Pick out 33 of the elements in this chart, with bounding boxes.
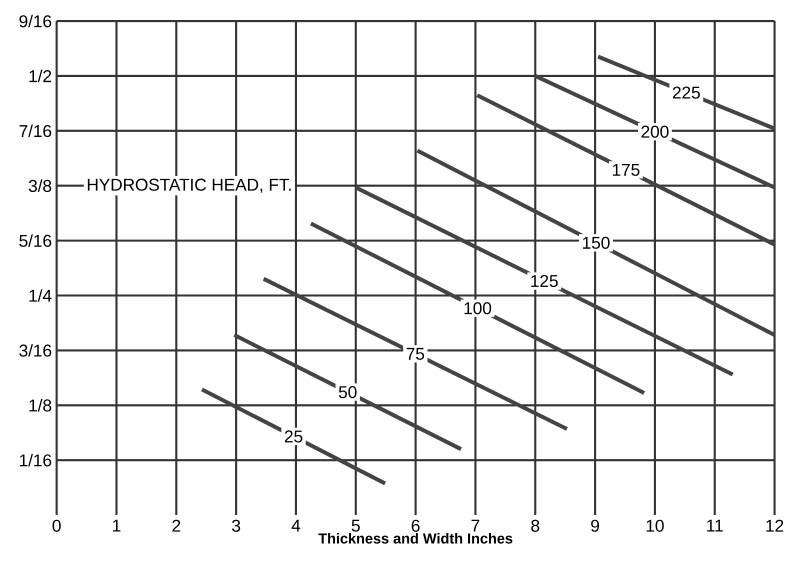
y-tick-label: 1/8	[29, 398, 52, 412]
series-label: 125	[531, 274, 558, 287]
y-tick-label: 1/2	[29, 69, 52, 82]
x-tick-label: 6	[412, 520, 420, 532]
y-tick-label: 3/8	[28, 179, 52, 192]
x-axis-title: Thickness and Width Inches	[318, 532, 512, 544]
x-tick-label: 9	[591, 520, 600, 532]
x-tick-label: 7	[472, 520, 480, 532]
x-tick-label: 2	[172, 520, 180, 532]
annotation: HYDROSTATIC HEAD, FT.	[88, 178, 291, 193]
x-tick-label: 8	[531, 520, 540, 532]
x-tick-label: 11	[707, 520, 723, 532]
series-label: 225	[672, 86, 700, 99]
series-label: 200	[641, 125, 669, 138]
y-tick-label: 1/4	[29, 289, 52, 302]
y-tick-label: 9/16	[19, 14, 52, 28]
x-tick-label: 1	[113, 520, 120, 532]
x-tick-label: 3	[232, 520, 240, 532]
y-tick-label: 5/16	[19, 234, 52, 247]
series-label: 100	[464, 302, 492, 314]
y-tick-label: 1/16	[20, 454, 52, 466]
y-tick-label: 3/16	[19, 344, 52, 356]
x-tick-label: 12	[766, 520, 784, 532]
x-tick-label: 10	[646, 520, 664, 532]
x-tick-label: 4	[292, 520, 300, 532]
series-label: 75	[406, 348, 424, 360]
x-tick-label: 5	[352, 520, 360, 532]
series-label: 50	[338, 386, 357, 398]
series-label: 175	[612, 164, 640, 176]
y-tick-label: 7/16	[20, 124, 52, 137]
series-label: 150	[582, 236, 610, 249]
series-label: 25	[284, 430, 302, 442]
x-tick-label: 0	[52, 520, 61, 532]
